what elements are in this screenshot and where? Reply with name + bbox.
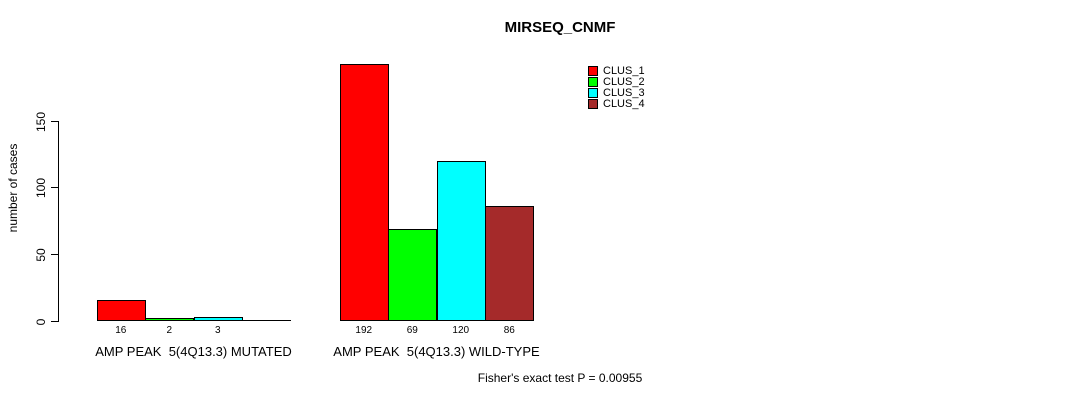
legend-swatch-clus_3 [588, 88, 598, 98]
legend-swatch-clus_4 [588, 99, 598, 109]
y-axis-tick [51, 254, 58, 255]
legend-swatch-clus_1 [588, 66, 598, 76]
bar-value-label: 192 [355, 325, 373, 336]
bar-clus_1-wild-type [340, 64, 389, 321]
y-axis-tick [51, 321, 58, 322]
legend-item-clus_4: CLUS_4 [588, 97, 645, 110]
legend-label: CLUS_4 [603, 97, 645, 110]
group-label: AMP PEAK 5(4Q13.3) WILD-TYPE [333, 344, 540, 359]
bar-clus_2-wild-type [388, 229, 437, 321]
legend-label: CLUS_1 [603, 64, 645, 77]
bar-value-label: 16 [115, 325, 127, 336]
legend-label: CLUS_3 [603, 86, 645, 99]
legend-item-clus_3: CLUS_3 [588, 86, 645, 99]
y-axis-tick [51, 187, 58, 188]
bar-clus_3-mutated [194, 317, 243, 321]
bar-value-label: 69 [406, 325, 418, 336]
bar-clus_3-wild-type [437, 161, 486, 321]
y-axis-line [58, 121, 59, 322]
legend-swatch-clus_2 [588, 77, 598, 87]
bar-clus_4-wild-type [485, 206, 534, 321]
bar-value-label: 2 [166, 325, 173, 336]
bar-clus_2-mutated [145, 318, 194, 321]
bar-value-label: 86 [503, 325, 515, 336]
legend-item-clus_2: CLUS_2 [588, 75, 645, 88]
chart-title: MIRSEQ_CNMF [504, 19, 616, 36]
legend-label: CLUS_2 [603, 75, 645, 88]
y-axis-tick [51, 121, 58, 122]
legend-item-clus_1: CLUS_1 [588, 64, 645, 77]
bar-value-label: 3 [214, 325, 221, 336]
group-label: AMP PEAK 5(4Q13.3) MUTATED [95, 344, 292, 359]
bar-value-label: 120 [452, 325, 470, 336]
annotation-fisher-test: Fisher's exact test P = 0.00955 [477, 371, 643, 385]
bar-clus_1-mutated [97, 300, 146, 321]
